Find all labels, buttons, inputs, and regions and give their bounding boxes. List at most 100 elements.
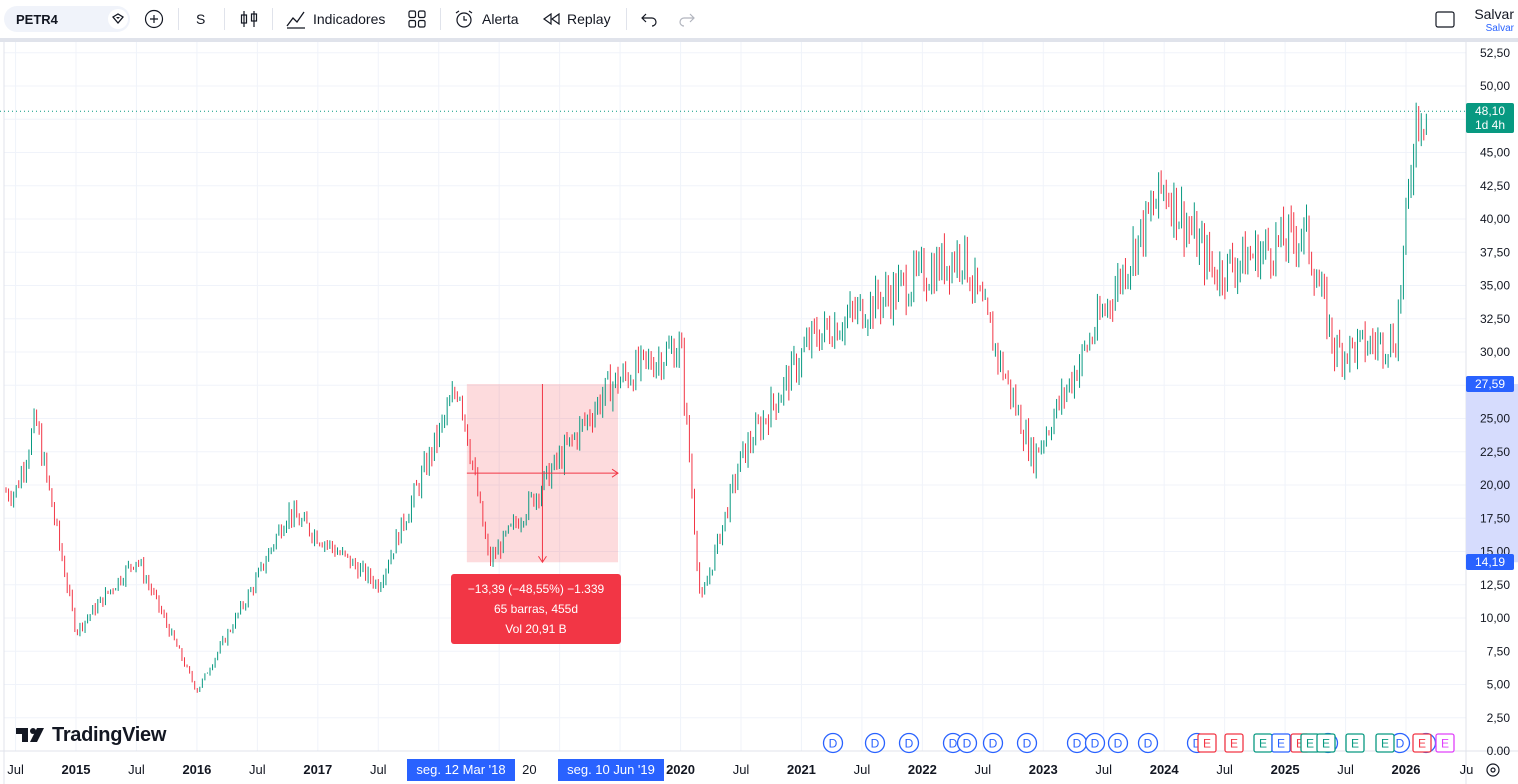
- dividend-label: D: [829, 737, 838, 751]
- earnings-marker[interactable]: E: [1300, 733, 1320, 753]
- replay-label: Replay: [567, 11, 611, 27]
- earnings-marker[interactable]: E: [1345, 733, 1365, 753]
- earnings-marker[interactable]: E: [1435, 733, 1455, 753]
- indicators-button[interactable]: Indicadores: [284, 0, 385, 38]
- earnings-label: E: [1203, 737, 1211, 751]
- measure-arrowhead-right: [611, 468, 619, 478]
- save-button[interactable]: Salvar Salvar: [1474, 6, 1514, 34]
- time-tick-label: 2024: [1150, 762, 1180, 777]
- top-toolbar: PETR4 S Indicadores Alerta Replay Salvar: [0, 0, 1518, 42]
- measure-change: −13,39 (−48,55%) −1.339: [467, 582, 605, 596]
- price-tick-label: 7,50: [1487, 644, 1511, 658]
- time-tick-label: 20: [522, 762, 536, 777]
- redo-icon: [679, 13, 695, 27]
- dividend-label: D: [1396, 737, 1405, 751]
- tradingview-wordmark: TradingView: [52, 723, 167, 746]
- candles-icon: [240, 11, 258, 27]
- price-tick-label: 22,50: [1480, 445, 1510, 459]
- time-tick-label: Jul: [370, 762, 387, 777]
- alert-label: Alerta: [482, 11, 519, 27]
- time-tick-label: 2020: [666, 762, 695, 777]
- earnings-marker[interactable]: E: [1375, 733, 1395, 753]
- price-tick-label: 32,50: [1480, 312, 1510, 326]
- time-tick-label: 2026: [1392, 762, 1421, 777]
- price-tick-label: 20,00: [1480, 478, 1510, 492]
- symbol-label: PETR4: [16, 12, 58, 27]
- fullscreen-button[interactable]: [1434, 0, 1456, 38]
- save-label: Salvar: [1474, 6, 1514, 22]
- price-range-highlight: [1466, 384, 1518, 563]
- price-tick-label: 17,50: [1480, 511, 1510, 525]
- earnings-marker[interactable]: E: [1316, 733, 1336, 753]
- dividend-label: D: [963, 737, 972, 751]
- time-tick-label: 2023: [1029, 762, 1058, 777]
- earnings-marker[interactable]: E: [1197, 733, 1217, 753]
- measure-info-box: −13,39 (−48,55%) −1.339 65 barras, 455d …: [451, 574, 621, 644]
- earnings-marker[interactable]: E: [1224, 733, 1244, 753]
- earnings-marker[interactable]: E: [1271, 733, 1291, 753]
- time-tick-label: Jul: [128, 762, 145, 777]
- compare-symbol-button[interactable]: [142, 0, 166, 38]
- dividend-marker[interactable]: D: [956, 732, 978, 754]
- alert-button[interactable]: Alerta: [452, 0, 519, 38]
- dividend-marker[interactable]: D: [822, 732, 844, 754]
- time-tick-label: Jul: [1337, 762, 1354, 777]
- dividend-marker[interactable]: D: [982, 732, 1004, 754]
- dividend-marker[interactable]: D: [1084, 732, 1106, 754]
- time-range-badge: [407, 759, 515, 781]
- price-tick-label: 45,00: [1480, 146, 1510, 160]
- chart-type-button[interactable]: [238, 0, 260, 38]
- time-tick-label: 2016: [182, 762, 211, 777]
- replay-button[interactable]: Replay: [540, 0, 611, 38]
- redo-button[interactable]: [676, 0, 698, 38]
- templates-button[interactable]: [406, 0, 428, 38]
- time-tick-label: 2021: [787, 762, 816, 777]
- settings-gear-icon[interactable]: [1486, 763, 1500, 777]
- price-tick-label: 10,00: [1480, 611, 1510, 625]
- undo-button[interactable]: [638, 0, 660, 38]
- indicators-label: Indicadores: [313, 11, 386, 27]
- dividend-marker[interactable]: D: [1066, 732, 1088, 754]
- price-tick-label: 52,50: [1480, 46, 1510, 60]
- dividend-marker[interactable]: D: [864, 732, 886, 754]
- earnings-marker[interactable]: E: [1412, 733, 1432, 753]
- symbol-search-button[interactable]: PETR4: [4, 6, 130, 32]
- time-tick-label: Ju: [1460, 762, 1474, 777]
- earnings-label: E: [1381, 737, 1389, 751]
- last-price-badge: 48,10 1d 4h: [1466, 103, 1514, 134]
- earnings-marker[interactable]: E: [1253, 733, 1273, 753]
- dividend-marker[interactable]: D: [1107, 732, 1129, 754]
- dividend-marker[interactable]: D: [898, 732, 920, 754]
- time-tick-label: Jul: [733, 762, 750, 777]
- earnings-label: E: [1418, 737, 1426, 751]
- time-tick-label: Jul: [975, 762, 992, 777]
- time-tick-label: 2017: [303, 762, 332, 777]
- price-tick-label: 25,00: [1480, 412, 1510, 426]
- earnings-label: E: [1296, 737, 1304, 751]
- dividend-marker[interactable]: D: [1389, 732, 1411, 754]
- dividend-marker[interactable]: D: [1016, 732, 1038, 754]
- price-tick-label: 35,00: [1480, 279, 1510, 293]
- dividend-label: D: [1193, 737, 1202, 751]
- dividend-marker[interactable]: D: [1137, 732, 1159, 754]
- tradingview-logo[interactable]: TradingView: [16, 722, 166, 748]
- time-axis[interactable]: Jul 2015 Jul 2016 Jul 2017 Jul 20 2020 Jul 2021 Jul…: [7, 759, 1500, 781]
- indicators-icon: [286, 11, 305, 29]
- dividend-label: D: [989, 737, 998, 751]
- time-tick-label: 2025: [1271, 762, 1300, 777]
- price-tick-label: 50,00: [1480, 79, 1510, 93]
- save-sublabel: Salvar: [1485, 23, 1514, 34]
- tradingview-logo-icon: [16, 728, 44, 742]
- time-range-label: seg. 12 Mar '18: [416, 762, 505, 777]
- earnings-label: E: [1351, 737, 1359, 751]
- measure-arrows: [466, 384, 619, 564]
- interval-button[interactable]: S: [196, 0, 205, 38]
- price-tick-label: 0.00: [1487, 744, 1511, 758]
- time-tick-label: 2015: [62, 762, 91, 777]
- dividend-label: D: [1091, 737, 1100, 751]
- dividend-label: D: [1023, 737, 1032, 751]
- range-high-badge: 27,59: [1466, 376, 1514, 393]
- undo-icon: [641, 13, 657, 27]
- chart-area[interactable]: 52,50 50,00 45,00 42,50 40,00 37,50 35,00 32,50…: [0, 42, 1518, 784]
- dividend-label: D: [949, 737, 958, 751]
